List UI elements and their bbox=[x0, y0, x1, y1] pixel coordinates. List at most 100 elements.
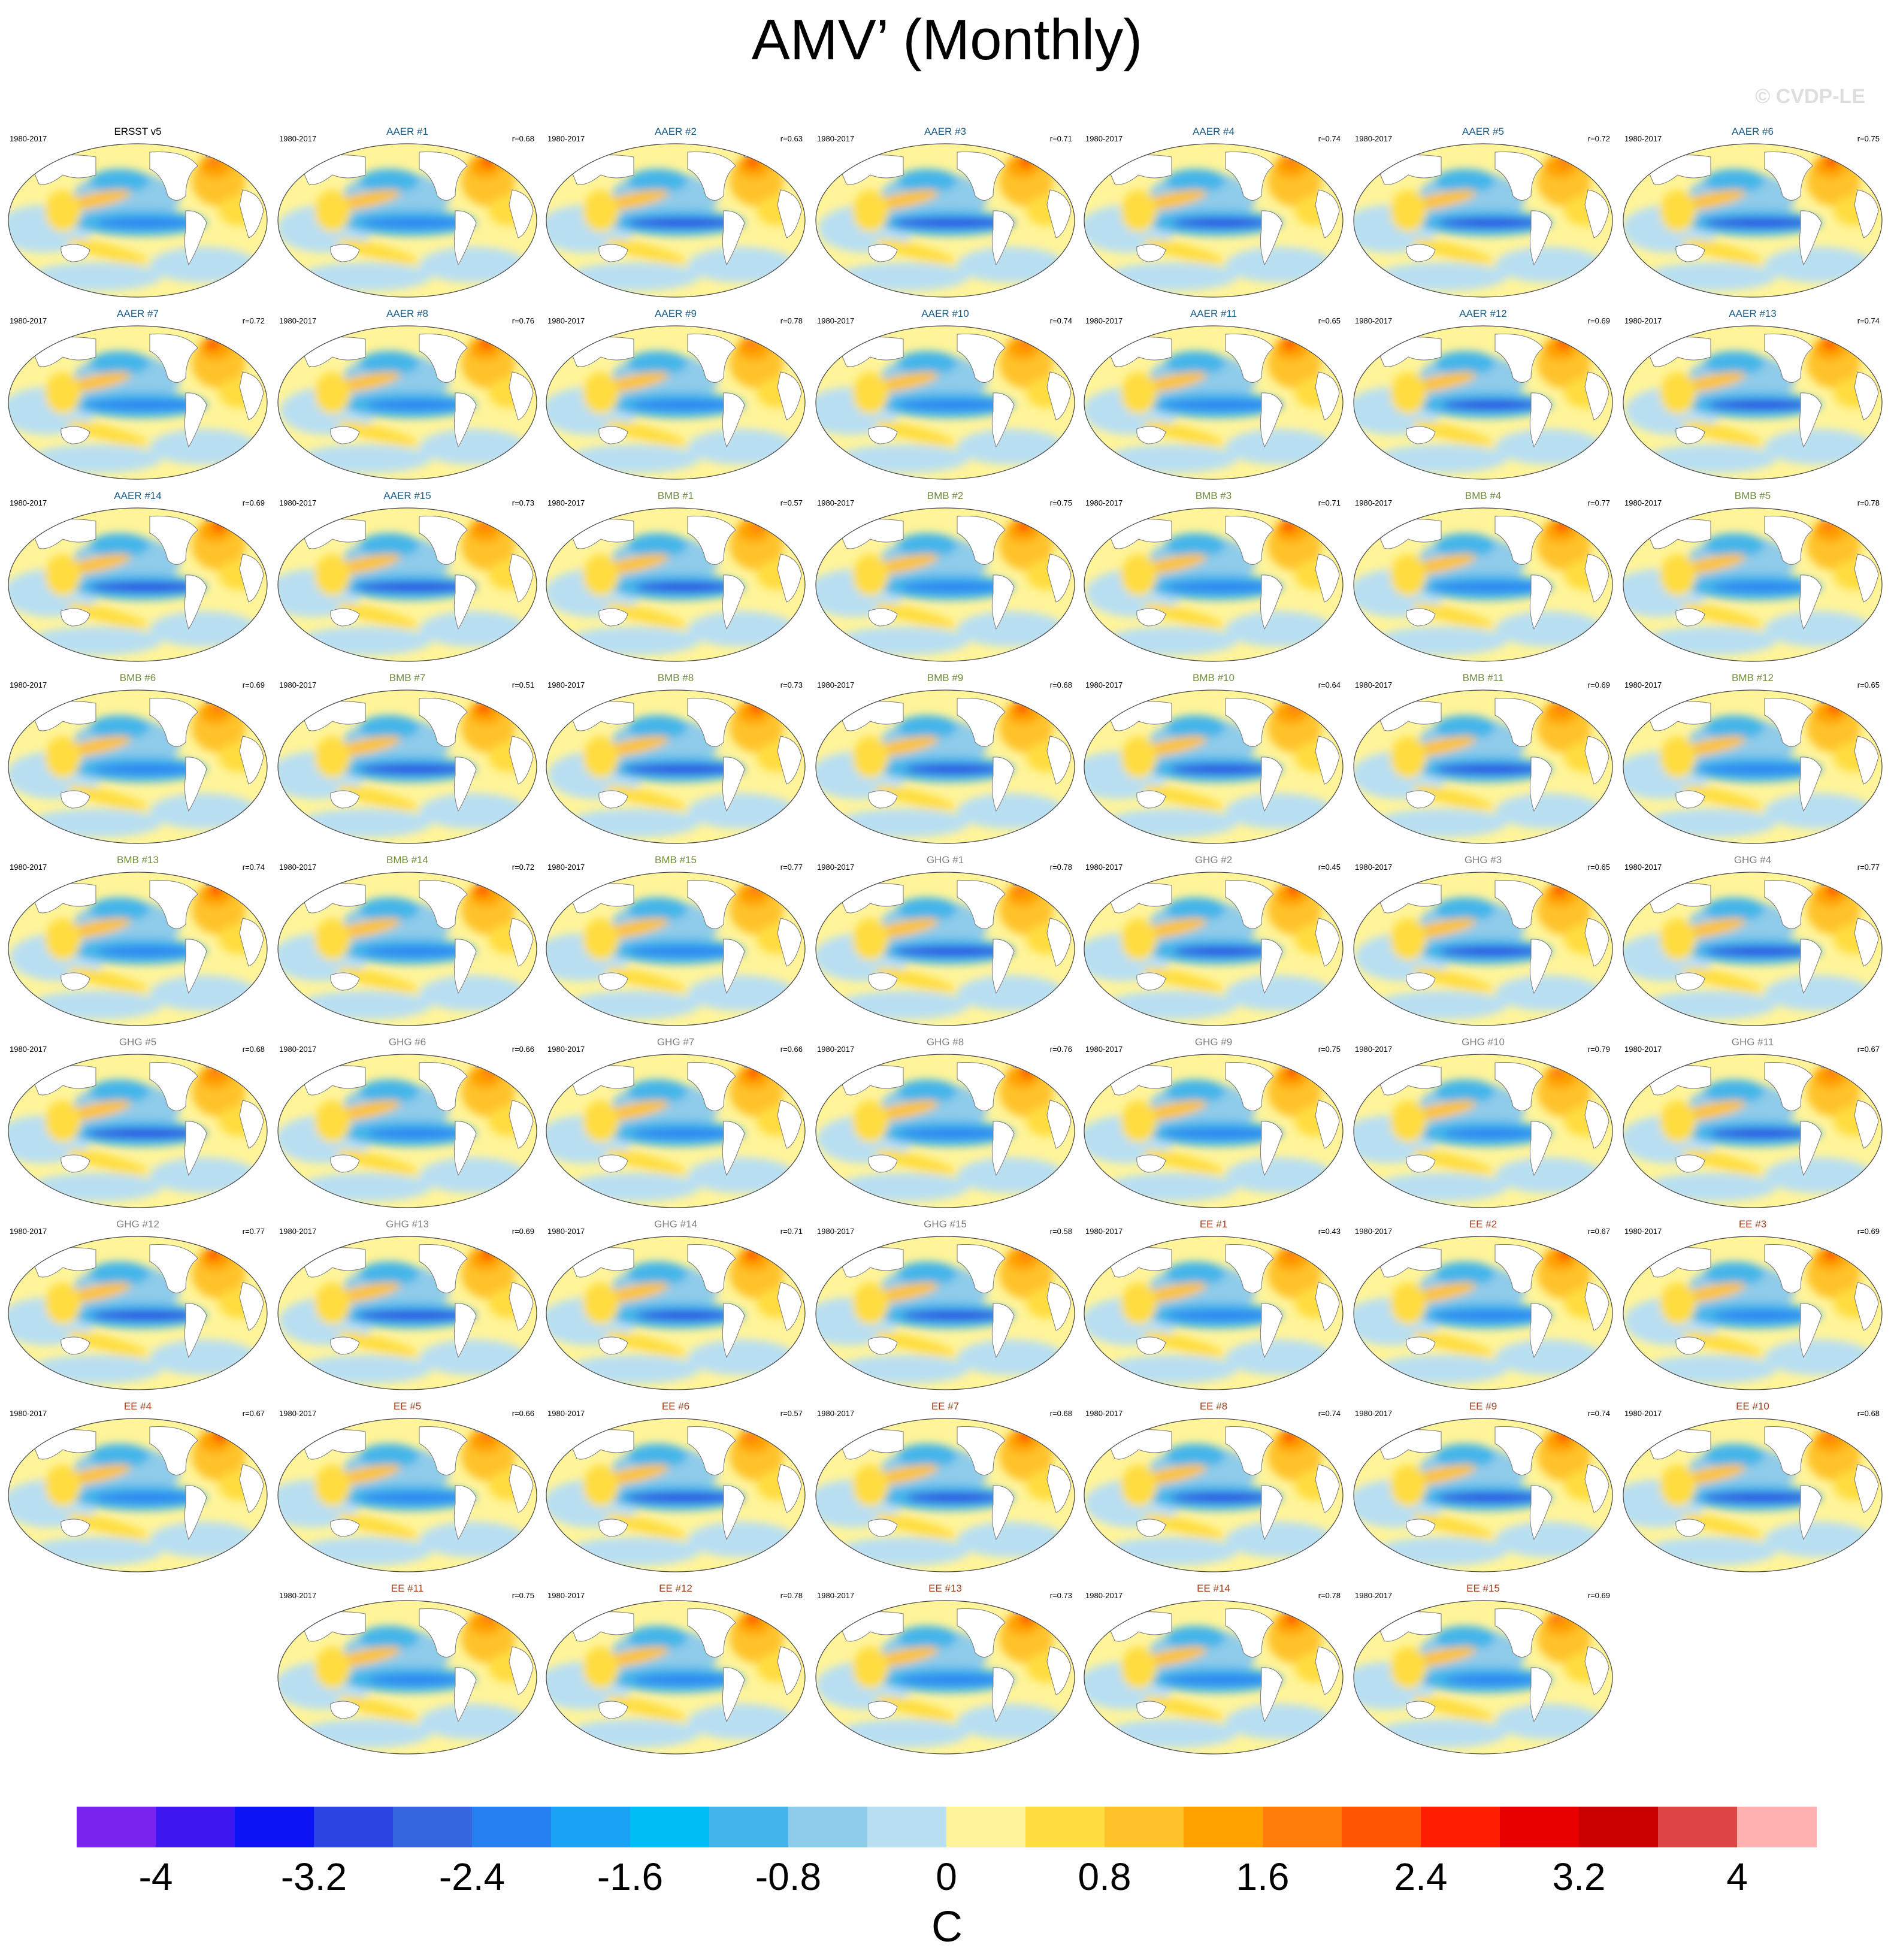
panel-period: 1980-2017 bbox=[10, 680, 47, 689]
sst-map bbox=[815, 1236, 1075, 1390]
sst-map bbox=[8, 143, 268, 298]
panel-title: AAER #1 bbox=[386, 126, 428, 137]
colorbar-segment bbox=[156, 1807, 235, 1847]
map-panel: 1980-2017 EE #4 r=0.67 bbox=[6, 1398, 270, 1578]
map-panel: 1980-2017 AAER #10 r=0.74 bbox=[813, 306, 1077, 485]
panel-correlation: r=0.69 bbox=[1587, 680, 1610, 689]
panel-period: 1980-2017 bbox=[1085, 134, 1123, 143]
panel-period: 1980-2017 bbox=[547, 316, 585, 325]
panel-title: AAER #13 bbox=[1729, 308, 1777, 319]
map-panel: 1980-2017 EE #10 r=0.68 bbox=[1621, 1398, 1884, 1578]
sst-map bbox=[277, 1236, 537, 1390]
map-panel: 1980-2017 GHG #7 r=0.66 bbox=[544, 1034, 807, 1214]
map-panel: 1980-2017 EE #1 r=0.43 bbox=[1082, 1216, 1345, 1396]
panel-title: BMB #13 bbox=[117, 854, 159, 866]
colorbar-tick: 1.6 bbox=[1236, 1855, 1290, 1898]
map-panel: 1980-2017 AAER #4 r=0.74 bbox=[1082, 123, 1345, 303]
land-outline bbox=[567, 149, 802, 266]
panel-period: 1980-2017 bbox=[1355, 680, 1393, 689]
panel-correlation: r=0.72 bbox=[1587, 134, 1610, 143]
panel-period: 1980-2017 bbox=[1624, 316, 1662, 325]
panel-correlation: r=0.78 bbox=[780, 1591, 803, 1600]
panel-correlation: r=0.65 bbox=[1857, 680, 1880, 689]
panel-correlation: r=0.66 bbox=[512, 1409, 534, 1418]
panel-correlation: r=0.57 bbox=[780, 1409, 803, 1418]
colorbar-segment bbox=[1184, 1807, 1263, 1847]
panel-title: AAER #3 bbox=[924, 126, 966, 137]
colorbar-segment bbox=[393, 1807, 473, 1847]
panel-period: 1980-2017 bbox=[1085, 863, 1123, 872]
panel-title: EE #4 bbox=[123, 1401, 152, 1412]
sst-map bbox=[546, 507, 806, 662]
map-panel: 1980-2017 BMB #12 r=0.65 bbox=[1621, 670, 1884, 849]
panel-correlation: r=0.73 bbox=[1049, 1591, 1072, 1600]
sst-map bbox=[1084, 872, 1344, 1026]
panel-period: 1980-2017 bbox=[10, 316, 47, 325]
panel-title: BMB #8 bbox=[657, 672, 694, 683]
panel-title: BMB #7 bbox=[389, 672, 426, 683]
map-panel: 1980-2017 EE #12 r=0.78 bbox=[544, 1580, 807, 1760]
map-panel: 1980-2017 GHG #11 r=0.67 bbox=[1621, 1034, 1884, 1214]
colorbar-segment bbox=[1342, 1807, 1421, 1847]
panel-correlation: r=0.74 bbox=[1049, 316, 1072, 325]
land-outline bbox=[837, 149, 1072, 266]
map-panel: 1980-2017 GHG #5 r=0.68 bbox=[6, 1034, 270, 1214]
sst-map bbox=[277, 143, 537, 298]
panel-title: GHG #15 bbox=[924, 1218, 967, 1230]
panel-period: 1980-2017 bbox=[1085, 1591, 1123, 1600]
land-outline bbox=[837, 1241, 1072, 1359]
panel-correlation: r=0.77 bbox=[780, 863, 803, 872]
land-outline bbox=[837, 1605, 1072, 1723]
panel-correlation: r=0.66 bbox=[512, 1045, 534, 1054]
panel-correlation: r=0.57 bbox=[780, 498, 803, 507]
panel-correlation: r=0.74 bbox=[242, 863, 265, 872]
sst-map bbox=[546, 143, 806, 298]
panel-correlation: r=0.76 bbox=[512, 316, 534, 325]
sst-map bbox=[546, 325, 806, 480]
panel-correlation: r=0.45 bbox=[1318, 863, 1341, 872]
colorbar-tick: 0 bbox=[936, 1855, 957, 1898]
panel-correlation: r=0.69 bbox=[242, 498, 265, 507]
panel-period: 1980-2017 bbox=[10, 1409, 47, 1418]
panel-title: EE #6 bbox=[661, 1401, 690, 1412]
sst-map bbox=[815, 1418, 1075, 1572]
panel-title: AAER #10 bbox=[921, 308, 969, 319]
sst-map bbox=[277, 325, 537, 480]
panel-period: 1980-2017 bbox=[10, 498, 47, 507]
colorbar-segment bbox=[1421, 1807, 1500, 1847]
panel-period: 1980-2017 bbox=[817, 1045, 855, 1054]
colorbar-segment bbox=[314, 1807, 394, 1847]
panel-title: AAER #11 bbox=[1190, 308, 1238, 319]
panel-period: 1980-2017 bbox=[1355, 1591, 1393, 1600]
sst-map bbox=[277, 507, 537, 662]
colorbar-segment bbox=[1025, 1807, 1105, 1847]
colorbar-unit: C bbox=[931, 1903, 963, 1951]
colorbar-segment bbox=[630, 1807, 710, 1847]
colorbar-segment bbox=[709, 1807, 789, 1847]
colorbar-tick: 2.4 bbox=[1394, 1855, 1448, 1898]
panel-title: EE #10 bbox=[1736, 1401, 1769, 1412]
map-panel: 1980-2017 EE #6 r=0.57 bbox=[544, 1398, 807, 1578]
panel-correlation: r=0.68 bbox=[1857, 1409, 1880, 1418]
colorbar-segment bbox=[788, 1807, 868, 1847]
panel-period: 1980-2017 bbox=[1085, 316, 1123, 325]
panel-correlation: r=0.74 bbox=[1318, 1409, 1341, 1418]
map-panel: 1980-2017 GHG #1 r=0.78 bbox=[813, 852, 1077, 1032]
map-panel: 1980-2017 BMB #1 r=0.57 bbox=[544, 488, 807, 667]
panel-period: 1980-2017 bbox=[10, 1045, 47, 1054]
map-panel: 1980-2017 AAER #6 r=0.75 bbox=[1621, 123, 1884, 303]
map-panel: 1980-2017 EE #9 r=0.74 bbox=[1351, 1398, 1615, 1578]
panel-correlation: r=0.43 bbox=[1318, 1227, 1341, 1236]
sst-map bbox=[277, 1600, 537, 1755]
panel-period: 1980-2017 bbox=[547, 1045, 585, 1054]
sst-map bbox=[1084, 1418, 1344, 1572]
panel-correlation: r=0.67 bbox=[1857, 1045, 1880, 1054]
panel-period: 1980-2017 bbox=[10, 863, 47, 872]
map-panel: 1980-2017 BMB #3 r=0.71 bbox=[1082, 488, 1345, 667]
panel-period: 1980-2017 bbox=[1085, 1227, 1123, 1236]
sst-map bbox=[8, 1236, 268, 1390]
panel-correlation: r=0.76 bbox=[1049, 1045, 1072, 1054]
panel-period: 1980-2017 bbox=[1355, 1227, 1393, 1236]
panel-title: GHG #4 bbox=[1733, 854, 1772, 866]
panel-period: 1980-2017 bbox=[817, 316, 855, 325]
